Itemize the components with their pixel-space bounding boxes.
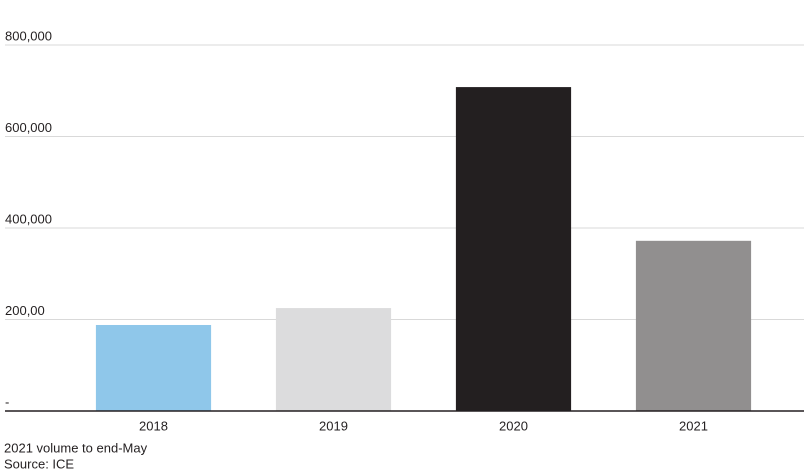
y-tick-label: 600,000	[5, 120, 52, 135]
bar	[635, 240, 752, 411]
y-tick-label: 200,00	[5, 303, 45, 318]
x-tick-label: 2020	[499, 418, 528, 433]
x-tick-label: 2018	[139, 418, 168, 433]
source: Source: ICE	[4, 456, 74, 471]
x-tick-label: 2021	[679, 418, 708, 433]
x-tick-label: 2019	[319, 418, 348, 433]
y-tick-label: -	[5, 394, 9, 409]
bar	[275, 308, 392, 411]
footnote: 2021 volume to end-May	[4, 440, 148, 455]
y-tick-label: 800,000	[5, 28, 52, 43]
bar	[95, 324, 212, 411]
y-tick-label: 400,000	[5, 211, 52, 226]
bar	[455, 87, 572, 411]
